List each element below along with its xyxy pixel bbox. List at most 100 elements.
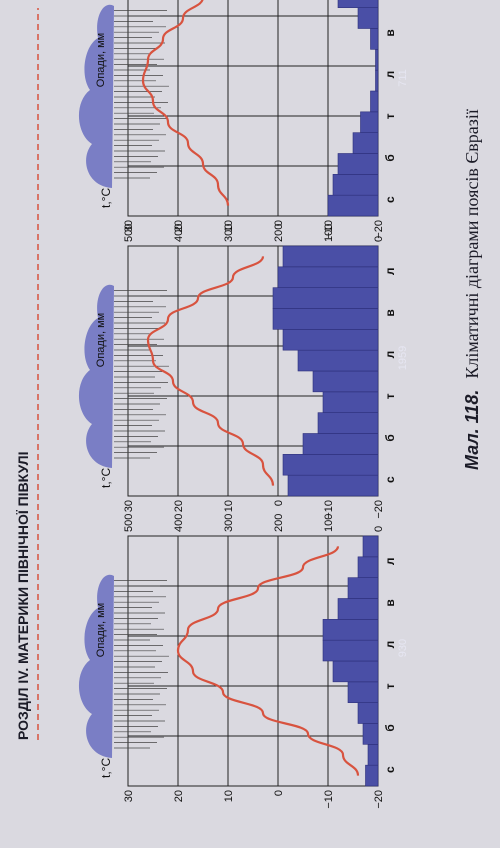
cloud-icon: [78, 574, 114, 758]
temp-tick-label: 30: [123, 500, 135, 512]
temp-tick-label: 10: [223, 790, 235, 802]
month-label: л: [383, 71, 397, 79]
precip-bar: [337, 153, 379, 175]
precip-bar: [317, 412, 379, 434]
precip-tick-label: 200: [273, 224, 285, 242]
precip-tick-label: 400: [173, 514, 185, 532]
climate-diagram-temperate-continental: 930 t,°C Опади, мм 30 20 10 0 −10 −20 500 400 3…: [78, 514, 409, 809]
precip-bar: [282, 245, 379, 268]
temperature-curve: [176, 546, 360, 776]
precip-tick-label: 500: [123, 224, 135, 242]
temp-tick-label: 30: [123, 220, 135, 232]
precip-bar: [322, 639, 379, 662]
month-label: т: [383, 113, 397, 119]
month-label: в: [383, 309, 397, 316]
section-header: РОЗДІЛ IV. МАТЕРИКИ ПІВНІЧНОЇ ПІВКУЛІ: [15, 452, 31, 740]
annual-precip-total: 1959: [397, 346, 409, 370]
temp-tick-label: 10: [223, 220, 235, 232]
precip-tick-label: 400: [173, 224, 185, 242]
temp-tick-label: 10: [223, 500, 235, 512]
temp-tick-label: −20: [373, 790, 385, 809]
precip-bar: [375, 49, 379, 71]
temp-tick-label: −10: [323, 500, 335, 519]
precip-bar: [327, 194, 379, 217]
temp-tick-label: −10: [323, 220, 335, 239]
month-label: с: [383, 766, 397, 773]
month-label: в: [383, 599, 397, 606]
month-label: б: [383, 154, 397, 161]
month-label: б: [383, 724, 397, 731]
temp-axis-label: t,°C: [99, 188, 113, 208]
temp-tick-label: 0: [273, 790, 285, 796]
month-label: л: [383, 267, 397, 275]
precip-tick-label: 0: [373, 526, 385, 532]
month-label: с: [383, 476, 397, 483]
cloud-icon: [78, 4, 114, 188]
precip-bar: [282, 329, 379, 351]
precip-axis-label: Опади, мм: [95, 313, 107, 367]
figure-caption: Мал. 118. Кліматичні діаграми поясів Євр…: [462, 109, 482, 470]
precip-bar: [337, 0, 379, 8]
figure-title: Кліматичні діаграми поясів Євразії: [462, 109, 482, 379]
precip-tick-label: 300: [223, 224, 235, 242]
precip-bar: [297, 349, 379, 372]
temp-tick-label: 20: [173, 500, 185, 512]
temp-tick-label: −20: [373, 220, 385, 239]
temp-tick-label: −20: [373, 500, 385, 519]
precip-bar: [360, 111, 379, 133]
precip-bar: [362, 723, 379, 745]
precip-bar: [322, 391, 379, 413]
temp-tick-label: 0: [273, 500, 285, 506]
precip-bar: [357, 7, 379, 29]
precip-bar: [362, 535, 379, 558]
month-label: с: [383, 196, 397, 203]
precip-tick-label: 200: [273, 514, 285, 532]
month-label: л: [383, 557, 397, 565]
precip-axis-label: Опади, мм: [95, 603, 107, 657]
precip-bar: [375, 69, 379, 92]
climate-diagram-subtropical-monsoon: 1959 t,°C Опади, мм 30 20 10 0 −10 −20 500 400…: [78, 224, 409, 519]
precip-bar: [282, 454, 379, 476]
precip-bar: [332, 174, 379, 196]
precip-bar: [357, 556, 379, 578]
precip-tick-label: 100: [323, 224, 335, 242]
month-label: в: [383, 29, 397, 36]
precip-bar: [367, 744, 379, 766]
precip-axis-label: Опади, мм: [95, 33, 107, 87]
precip-bar: [370, 28, 379, 50]
precip-bar: [287, 474, 379, 497]
precip-bar: [277, 266, 379, 288]
precip-bar: [272, 308, 379, 330]
annual-precip-total: 930: [397, 639, 409, 657]
cloud-icon: [78, 284, 114, 468]
precip-tick-label: 100: [323, 514, 335, 532]
precip-tick-label: 0: [373, 236, 385, 242]
precip-bar: [347, 681, 379, 703]
temp-tick-label: −10: [323, 790, 335, 809]
month-label: т: [383, 683, 397, 689]
precip-bar: [302, 433, 379, 455]
temperature-curve: [141, 0, 230, 206]
annual-precip-total: 711: [397, 69, 409, 87]
precip-bar: [357, 702, 379, 724]
figure-number: Мал. 118.: [462, 390, 482, 470]
precip-bar: [370, 90, 379, 113]
month-label: б: [383, 434, 397, 441]
temperature-curve: [146, 256, 275, 486]
month-label: л: [383, 351, 397, 359]
temp-tick-label: 30: [123, 790, 135, 802]
precip-bar: [322, 619, 379, 641]
precip-bar: [365, 764, 379, 787]
precip-bar: [352, 132, 379, 154]
precip-bar: [332, 660, 379, 683]
temp-tick-label: 20: [173, 790, 185, 802]
precip-bar: [272, 287, 379, 309]
month-label: л: [383, 641, 397, 649]
temp-tick-label: 20: [173, 220, 185, 232]
precip-tick-label: 300: [223, 514, 235, 532]
month-label: т: [383, 393, 397, 399]
temp-tick-label: 0: [273, 220, 285, 226]
